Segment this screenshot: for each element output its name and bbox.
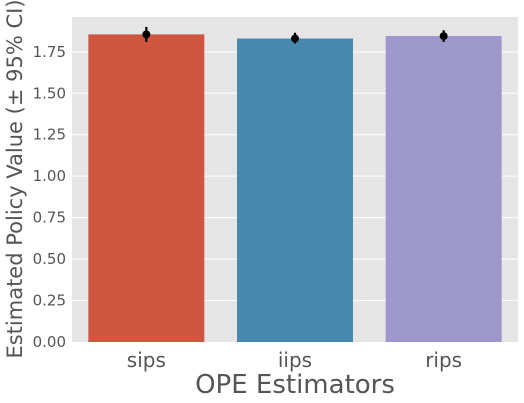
bar-sips xyxy=(88,34,205,343)
y-tick-label: 1.00 xyxy=(33,167,66,185)
y-tick-label: 1.75 xyxy=(33,43,66,61)
y-tick-label: 1.50 xyxy=(33,84,66,102)
error-bars xyxy=(142,26,448,44)
x-tick-label-sips: sips xyxy=(127,348,166,372)
x-tick-label-iips: iips xyxy=(278,348,312,372)
mean-point-rips xyxy=(439,32,448,41)
y-tick-label: 0.25 xyxy=(33,292,66,310)
bar-iips xyxy=(237,38,353,342)
y-tick-label: 0.50 xyxy=(33,250,66,268)
mean-point-iips xyxy=(291,34,299,43)
bar-rips xyxy=(385,36,502,342)
mean-point-sips xyxy=(142,30,151,39)
x-axis-title: OPE Estimators xyxy=(195,370,395,400)
y-tick-label: 1.25 xyxy=(33,126,66,144)
x-tick-labels: sips iips rips xyxy=(127,348,462,372)
x-tick-label-rips: rips xyxy=(425,348,462,372)
y-tick-labels: 0.00 0.25 0.50 0.75 1.00 1.25 1.50 1.75 xyxy=(33,43,66,351)
bars xyxy=(88,34,502,343)
y-axis-title: Estimated Policy Value (± 95% CI) xyxy=(3,0,27,359)
y-tick-label: 0.75 xyxy=(33,209,66,227)
y-tick-label: 0.00 xyxy=(33,333,66,351)
